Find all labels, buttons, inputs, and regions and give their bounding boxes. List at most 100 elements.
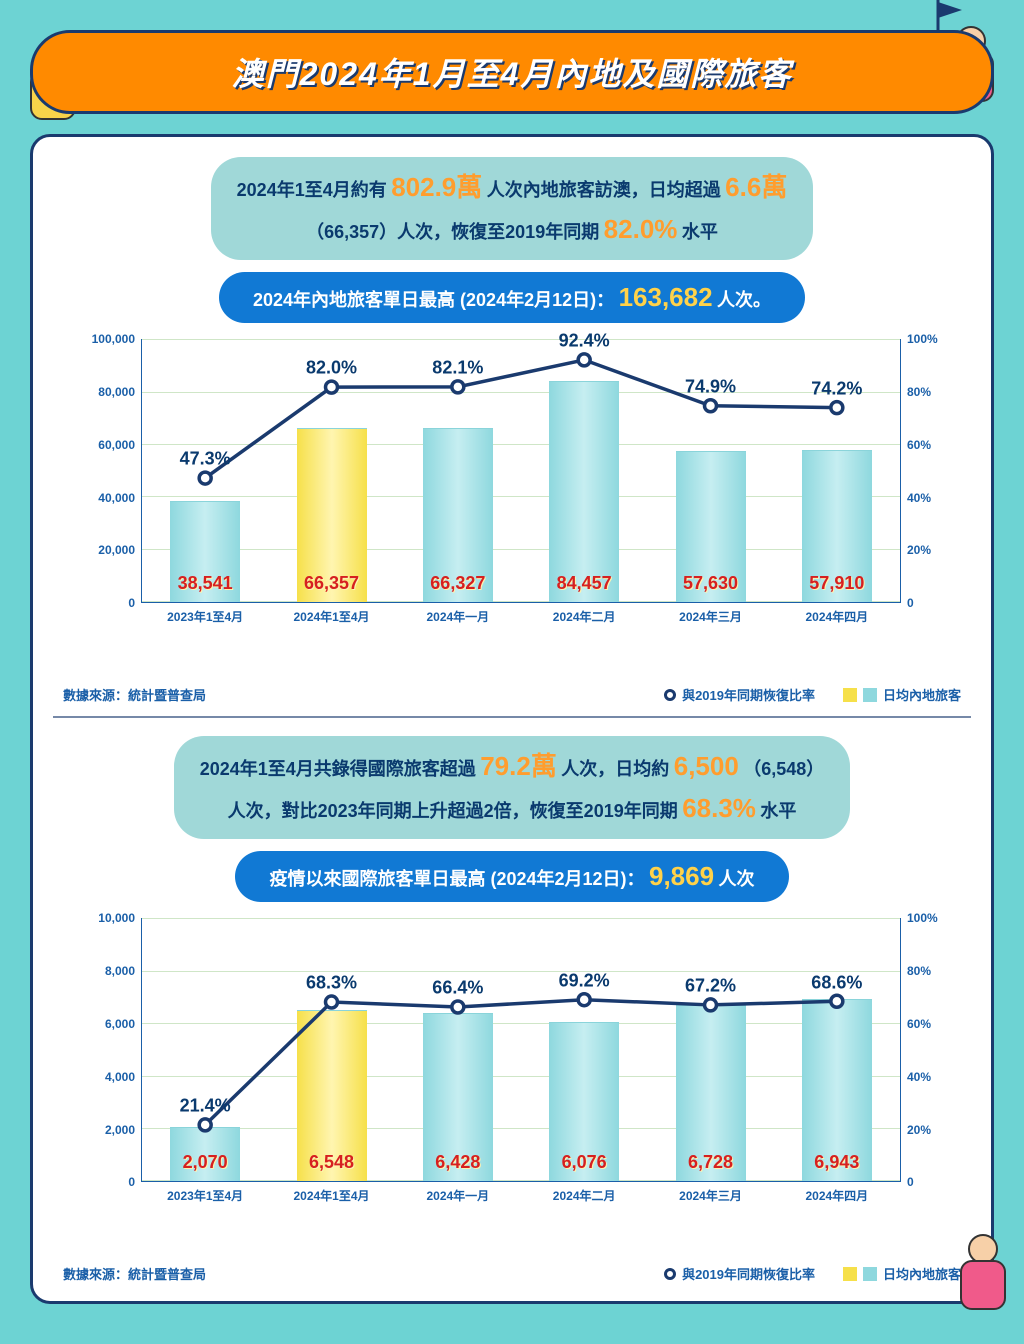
decor-person-bottom xyxy=(948,1234,1018,1334)
section2-chart: 2,070 2023年1至4月 6,548 2024年1至4月 6,428 2024年一月… xyxy=(73,918,951,1218)
bar-value-label: 84,457 xyxy=(557,573,612,594)
data-source: 數據來源：統計暨普查局 xyxy=(63,685,206,704)
x-axis-label: 2024年三月 xyxy=(679,608,742,625)
legend-line: 與2019年同期恢復比率 xyxy=(664,1264,815,1283)
line-pct-label: 82.1% xyxy=(432,358,483,379)
y-right-tick: 0 xyxy=(907,596,914,610)
x-axis-label: 2024年一月 xyxy=(426,1187,489,1204)
chart-bar: 84,457 xyxy=(549,381,619,602)
chart-bar: 57,910 xyxy=(802,450,872,602)
section1-chart: 38,541 2023年1至4月 66,357 2024年1至4月 66,327 2024… xyxy=(73,339,951,639)
x-axis-label: 2023年1至4月 xyxy=(167,1187,243,1204)
x-axis-label: 2024年二月 xyxy=(553,608,616,625)
y-right-tick: 100% xyxy=(907,911,938,925)
y-left-tick: 6,000 xyxy=(77,1017,135,1031)
section1-highlight: 2024年內地旅客單日最高 (2024年2月12日)： 163,682 人次。 xyxy=(219,272,805,323)
section2-highlight: 疫情以來國際旅客單日最高 (2024年2月12日)： 9,869 人次 xyxy=(235,851,788,902)
y-left-tick: 4,000 xyxy=(77,1070,135,1084)
y-right-tick: 80% xyxy=(907,385,931,399)
data-source: 數據來源：統計暨普查局 xyxy=(63,1264,206,1283)
line-pct-label: 74.2% xyxy=(811,378,862,399)
section-divider xyxy=(53,716,971,718)
y-right-tick: 100% xyxy=(907,332,938,346)
infographic-page: 澳門2024年1月至4月內地及國際旅客 2024年1至4月約有 802.9萬 人… xyxy=(0,0,1024,1344)
page-title-banner: 澳門2024年1月至4月內地及國際旅客 xyxy=(30,30,994,114)
y-right-tick: 20% xyxy=(907,1123,931,1137)
x-axis-label: 2024年一月 xyxy=(426,608,489,625)
bar-value-label: 6,076 xyxy=(562,1152,607,1173)
chart-bar: 6,076 xyxy=(549,1022,619,1181)
legend-bars: 日均內地旅客 xyxy=(843,685,961,704)
y-left-tick: 10,000 xyxy=(77,911,135,925)
y-right-tick: 40% xyxy=(907,1070,931,1084)
line-pct-label: 92.4% xyxy=(559,331,610,352)
bar-value-label: 6,728 xyxy=(688,1152,733,1173)
bar-value-label: 2,070 xyxy=(183,1152,228,1173)
x-axis-label: 2023年1至4月 xyxy=(167,608,243,625)
section2-summary: 2024年1至4月共錄得國際旅客超過 79.2萬 人次，日均約 6,500 （6… xyxy=(174,736,851,839)
bar-value-label: 6,548 xyxy=(309,1152,354,1173)
y-left-tick: 60,000 xyxy=(77,438,135,452)
y-left-tick: 100,000 xyxy=(77,332,135,346)
line-pct-label: 66.4% xyxy=(432,978,483,999)
line-pct-label: 68.6% xyxy=(811,972,862,993)
trend-line xyxy=(142,340,900,602)
circle-marker-icon xyxy=(664,1268,676,1280)
teal-swatch-icon xyxy=(863,1267,877,1281)
line-pct-label: 69.2% xyxy=(559,971,610,992)
chart-bar: 6,728 xyxy=(676,1005,746,1181)
chart1-plot-area: 38,5412023年1至4月66,3572024年1至4月66,3272024… xyxy=(141,339,901,603)
y-right-tick: 40% xyxy=(907,491,931,505)
chart-bar: 38,541 xyxy=(170,501,240,602)
line-pct-label: 47.3% xyxy=(180,449,231,470)
x-axis-label: 2024年1至4月 xyxy=(293,608,369,625)
yellow-swatch-icon xyxy=(843,1267,857,1281)
y-left-tick: 80,000 xyxy=(77,385,135,399)
teal-swatch-icon xyxy=(863,688,877,702)
chart2-plot-area: 2,0702023年1至4月6,5482024年1至4月6,4282024年一月… xyxy=(141,918,901,1182)
trend-line xyxy=(142,919,900,1181)
y-right-tick: 60% xyxy=(907,1017,931,1031)
line-pct-label: 68.3% xyxy=(306,973,357,994)
x-axis-label: 2024年1至4月 xyxy=(293,1187,369,1204)
bar-value-label: 57,910 xyxy=(809,573,864,594)
chart-bar: 66,327 xyxy=(423,428,493,602)
x-axis-label: 2024年三月 xyxy=(679,1187,742,1204)
y-left-tick: 8,000 xyxy=(77,964,135,978)
y-left-tick: 40,000 xyxy=(77,491,135,505)
bar-value-label: 38,541 xyxy=(178,573,233,594)
yellow-swatch-icon xyxy=(843,688,857,702)
legend-line: 與2019年同期恢復比率 xyxy=(664,685,815,704)
line-pct-label: 74.9% xyxy=(685,377,736,398)
y-left-tick: 2,000 xyxy=(77,1123,135,1137)
section2-legend: 數據來源：統計暨普查局 與2019年同期恢復比率 日均內地旅客 xyxy=(63,1264,961,1283)
y-right-tick: 0 xyxy=(907,1175,914,1189)
y-left-tick: 0 xyxy=(77,596,135,610)
chart-bar: 2,070 xyxy=(170,1127,240,1181)
chart-bar: 6,943 xyxy=(802,999,872,1181)
circle-marker-icon xyxy=(664,689,676,701)
bar-value-label: 6,428 xyxy=(435,1152,480,1173)
section1-summary: 2024年1至4月約有 802.9萬 人次內地旅客訪澳，日均超過 6.6萬 （6… xyxy=(211,157,814,260)
section1-legend: 數據來源：統計暨普查局 與2019年同期恢復比率 日均內地旅客 xyxy=(63,685,961,704)
chart-bar: 6,428 xyxy=(423,1013,493,1181)
bar-value-label: 6,943 xyxy=(814,1152,859,1173)
y-right-tick: 80% xyxy=(907,964,931,978)
legend-bars: 日均內地旅客 xyxy=(843,1264,961,1283)
line-pct-label: 82.0% xyxy=(306,358,357,379)
bar-value-label: 66,357 xyxy=(304,573,359,594)
y-left-tick: 20,000 xyxy=(77,543,135,557)
line-pct-label: 67.2% xyxy=(685,976,736,997)
chart-bar: 57,630 xyxy=(676,451,746,602)
chart-bar: 66,357 xyxy=(297,428,367,602)
y-left-tick: 0 xyxy=(77,1175,135,1189)
x-axis-label: 2024年二月 xyxy=(553,1187,616,1204)
chart-bar: 6,548 xyxy=(297,1010,367,1182)
y-right-tick: 20% xyxy=(907,543,931,557)
line-pct-label: 21.4% xyxy=(180,1096,231,1117)
y-right-tick: 60% xyxy=(907,438,931,452)
x-axis-label: 2024年四月 xyxy=(805,1187,868,1204)
bar-value-label: 66,327 xyxy=(430,573,485,594)
x-axis-label: 2024年四月 xyxy=(805,608,868,625)
page-title: 澳門2024年1月至4月內地及國際旅客 xyxy=(83,49,941,95)
